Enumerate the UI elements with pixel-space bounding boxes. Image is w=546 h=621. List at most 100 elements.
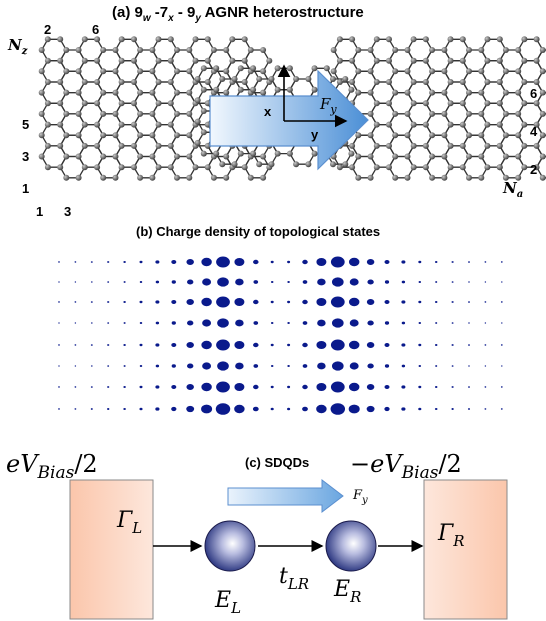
carbon-atom [223,153,230,160]
carbon-atom [194,118,201,125]
carbon-atom [373,164,380,171]
carbon-atom [515,174,522,181]
charge-density-dot [216,339,230,351]
carbon-atom [533,79,540,85]
carbon-atom [349,79,356,85]
charge-density-dot [186,259,194,265]
carbon-atom [167,142,174,149]
left-top-index: 2 [44,22,51,37]
charge-density-dot [270,407,274,411]
charge-density-dot [90,301,93,303]
charge-density-map [58,256,503,415]
carbon-atom [386,36,392,43]
charge-density-dot [434,301,438,303]
panel-a-title: (a) 9w -7x - 9y AGNR heterostructure [112,4,364,24]
carbon-atom [330,161,336,168]
charge-density-dot [201,297,212,307]
carbon-atom [447,57,454,64]
carbon-atom [373,121,380,128]
carbon-atom [466,89,472,96]
charge-density-dot [366,342,375,348]
carbon-atom [81,121,88,128]
carbon-atom [256,76,263,82]
carbon-atom [75,110,82,117]
carbon-atom [429,68,436,75]
charge-density-dot [252,406,259,412]
charge-density-dot [234,258,245,266]
carbon-atom [410,121,417,128]
charge-density-dot [451,301,454,303]
carbon-atom [38,132,45,139]
e-l-label: EL [214,588,241,617]
carbon-atom [373,100,380,107]
charge-density-dot [171,260,177,264]
carbon-atom [496,57,503,64]
charge-density-dot [155,260,160,264]
carbon-atom [229,36,236,43]
carbon-atom [118,79,125,85]
charge-density-dot [468,301,470,303]
carbon-atom [268,161,275,168]
carbon-atom [478,132,485,139]
carbon-atom [373,142,380,149]
charge-density-dot [234,404,245,414]
carbon-atom [186,47,193,53]
carbon-atom [459,57,466,64]
charge-density-dot [330,256,345,268]
carbon-atom [118,121,125,128]
charge-density-dot [287,343,291,347]
carbon-atom [348,86,355,93]
carbon-atom [484,36,491,43]
carbon-atom [533,36,540,43]
charge-density-dot [468,386,470,388]
charge-density-dot [186,405,195,413]
carbon-atom [237,150,244,157]
carbon-atom [348,150,355,157]
charge-density-dot [501,365,503,367]
carbon-atom [441,153,448,160]
carbon-atom [429,47,436,53]
charge-density-dot [484,281,487,283]
charge-density-dot [234,341,245,349]
charge-density-dot [287,300,291,304]
carbon-atom [75,47,82,53]
charge-density-dot [348,257,360,267]
charge-density-dot [74,344,77,346]
charge-density-dot [384,280,390,284]
charge-density-dot [418,364,422,368]
charge-density-dot [217,277,229,287]
carbon-atom [57,142,64,149]
carbon-atom [241,57,248,64]
right-bias-label: −eVBias/2 [350,450,462,483]
right-quantum-dot [325,520,377,572]
carbon-atom [260,68,267,75]
charge-density-dot [330,339,345,351]
charge-density-dot [401,260,406,264]
carbon-atom [496,142,503,149]
charge-density-dot [107,322,110,324]
charge-density-dot [330,381,345,393]
carbon-atom [94,142,101,149]
charge-density-dot [384,343,390,347]
carbon-atom [478,89,485,96]
carbon-atom [293,76,300,82]
carbon-atom [478,174,485,181]
carbon-atom [539,89,546,96]
carbon-atom [355,153,362,160]
carbon-atom [515,110,522,117]
carbon-atom [367,47,374,53]
carbon-atom [223,174,230,181]
carbon-atom [539,110,546,117]
t-lr-label: tLR [279,564,309,593]
charge-density-dot [367,363,374,369]
charge-density-dot [484,301,487,303]
carbon-atom [422,79,429,85]
carbon-atom [219,76,226,82]
carbon-atom [355,132,362,139]
carbon-atom [38,89,45,96]
charge-density-dot [418,260,422,264]
charge-density-dot [500,408,503,410]
carbon-atom [260,89,267,96]
carbon-atom [75,132,82,139]
carbon-atom [223,68,230,75]
